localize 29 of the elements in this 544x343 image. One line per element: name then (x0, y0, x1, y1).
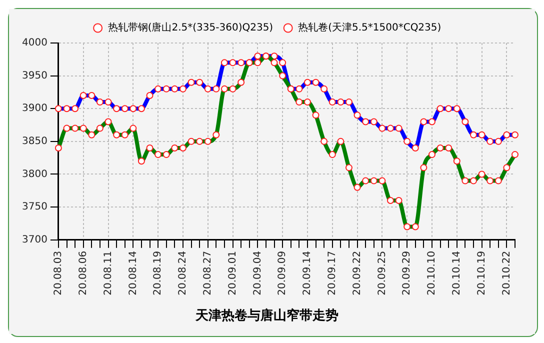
x-tick-label: 20.10.10 (426, 250, 438, 296)
x-tick-label: 20.09.04 (252, 250, 264, 296)
x-tick-label: 20.10.19 (476, 250, 488, 296)
x-tick-label: 20.08.03 (53, 250, 64, 296)
x-tick-label: 20.08.11 (102, 250, 114, 296)
x-tick-label: 20.08.24 (178, 250, 189, 296)
y-tick-label: 4000 (22, 38, 48, 49)
x-tick-label: 20.08.19 (152, 250, 164, 296)
y-tick-label: 3950 (22, 70, 48, 82)
x-tick-label: 20.10.22 (501, 250, 512, 296)
x-tick-label: 20.08.14 (128, 250, 139, 296)
y-tick-label: 3850 (22, 136, 48, 148)
x-tick-label: 20.10.14 (451, 250, 462, 296)
legend-label: 热轧卷(天津5.5*1500*CQ235) (298, 22, 442, 34)
x-tick-label: 20.09.01 (227, 250, 238, 296)
x-tick-label: 20.08.27 (202, 250, 214, 296)
y-tick-label: 3750 (22, 202, 48, 213)
x-tick-label: 20.09.14 (302, 250, 314, 296)
x-tick-label: 20.09.09 (277, 250, 288, 296)
x-tick-label: 20.09.22 (352, 250, 363, 296)
x-tick-label: 20.09.17 (326, 250, 338, 296)
legend-label: 热轧带钢(唐山2.5*(335-360)Q235) (108, 22, 274, 34)
x-tick-label: 20.09.29 (402, 250, 413, 296)
y-tick-label: 3900 (22, 103, 48, 114)
y-tick-label: 3700 (22, 234, 48, 246)
x-tick-label: 20.08.06 (78, 250, 89, 296)
y-tick-label: 3800 (22, 168, 48, 180)
text: 天津热卷与唐山窄带走势 (194, 308, 338, 324)
x-tick-label: 20.09.25 (376, 250, 388, 296)
